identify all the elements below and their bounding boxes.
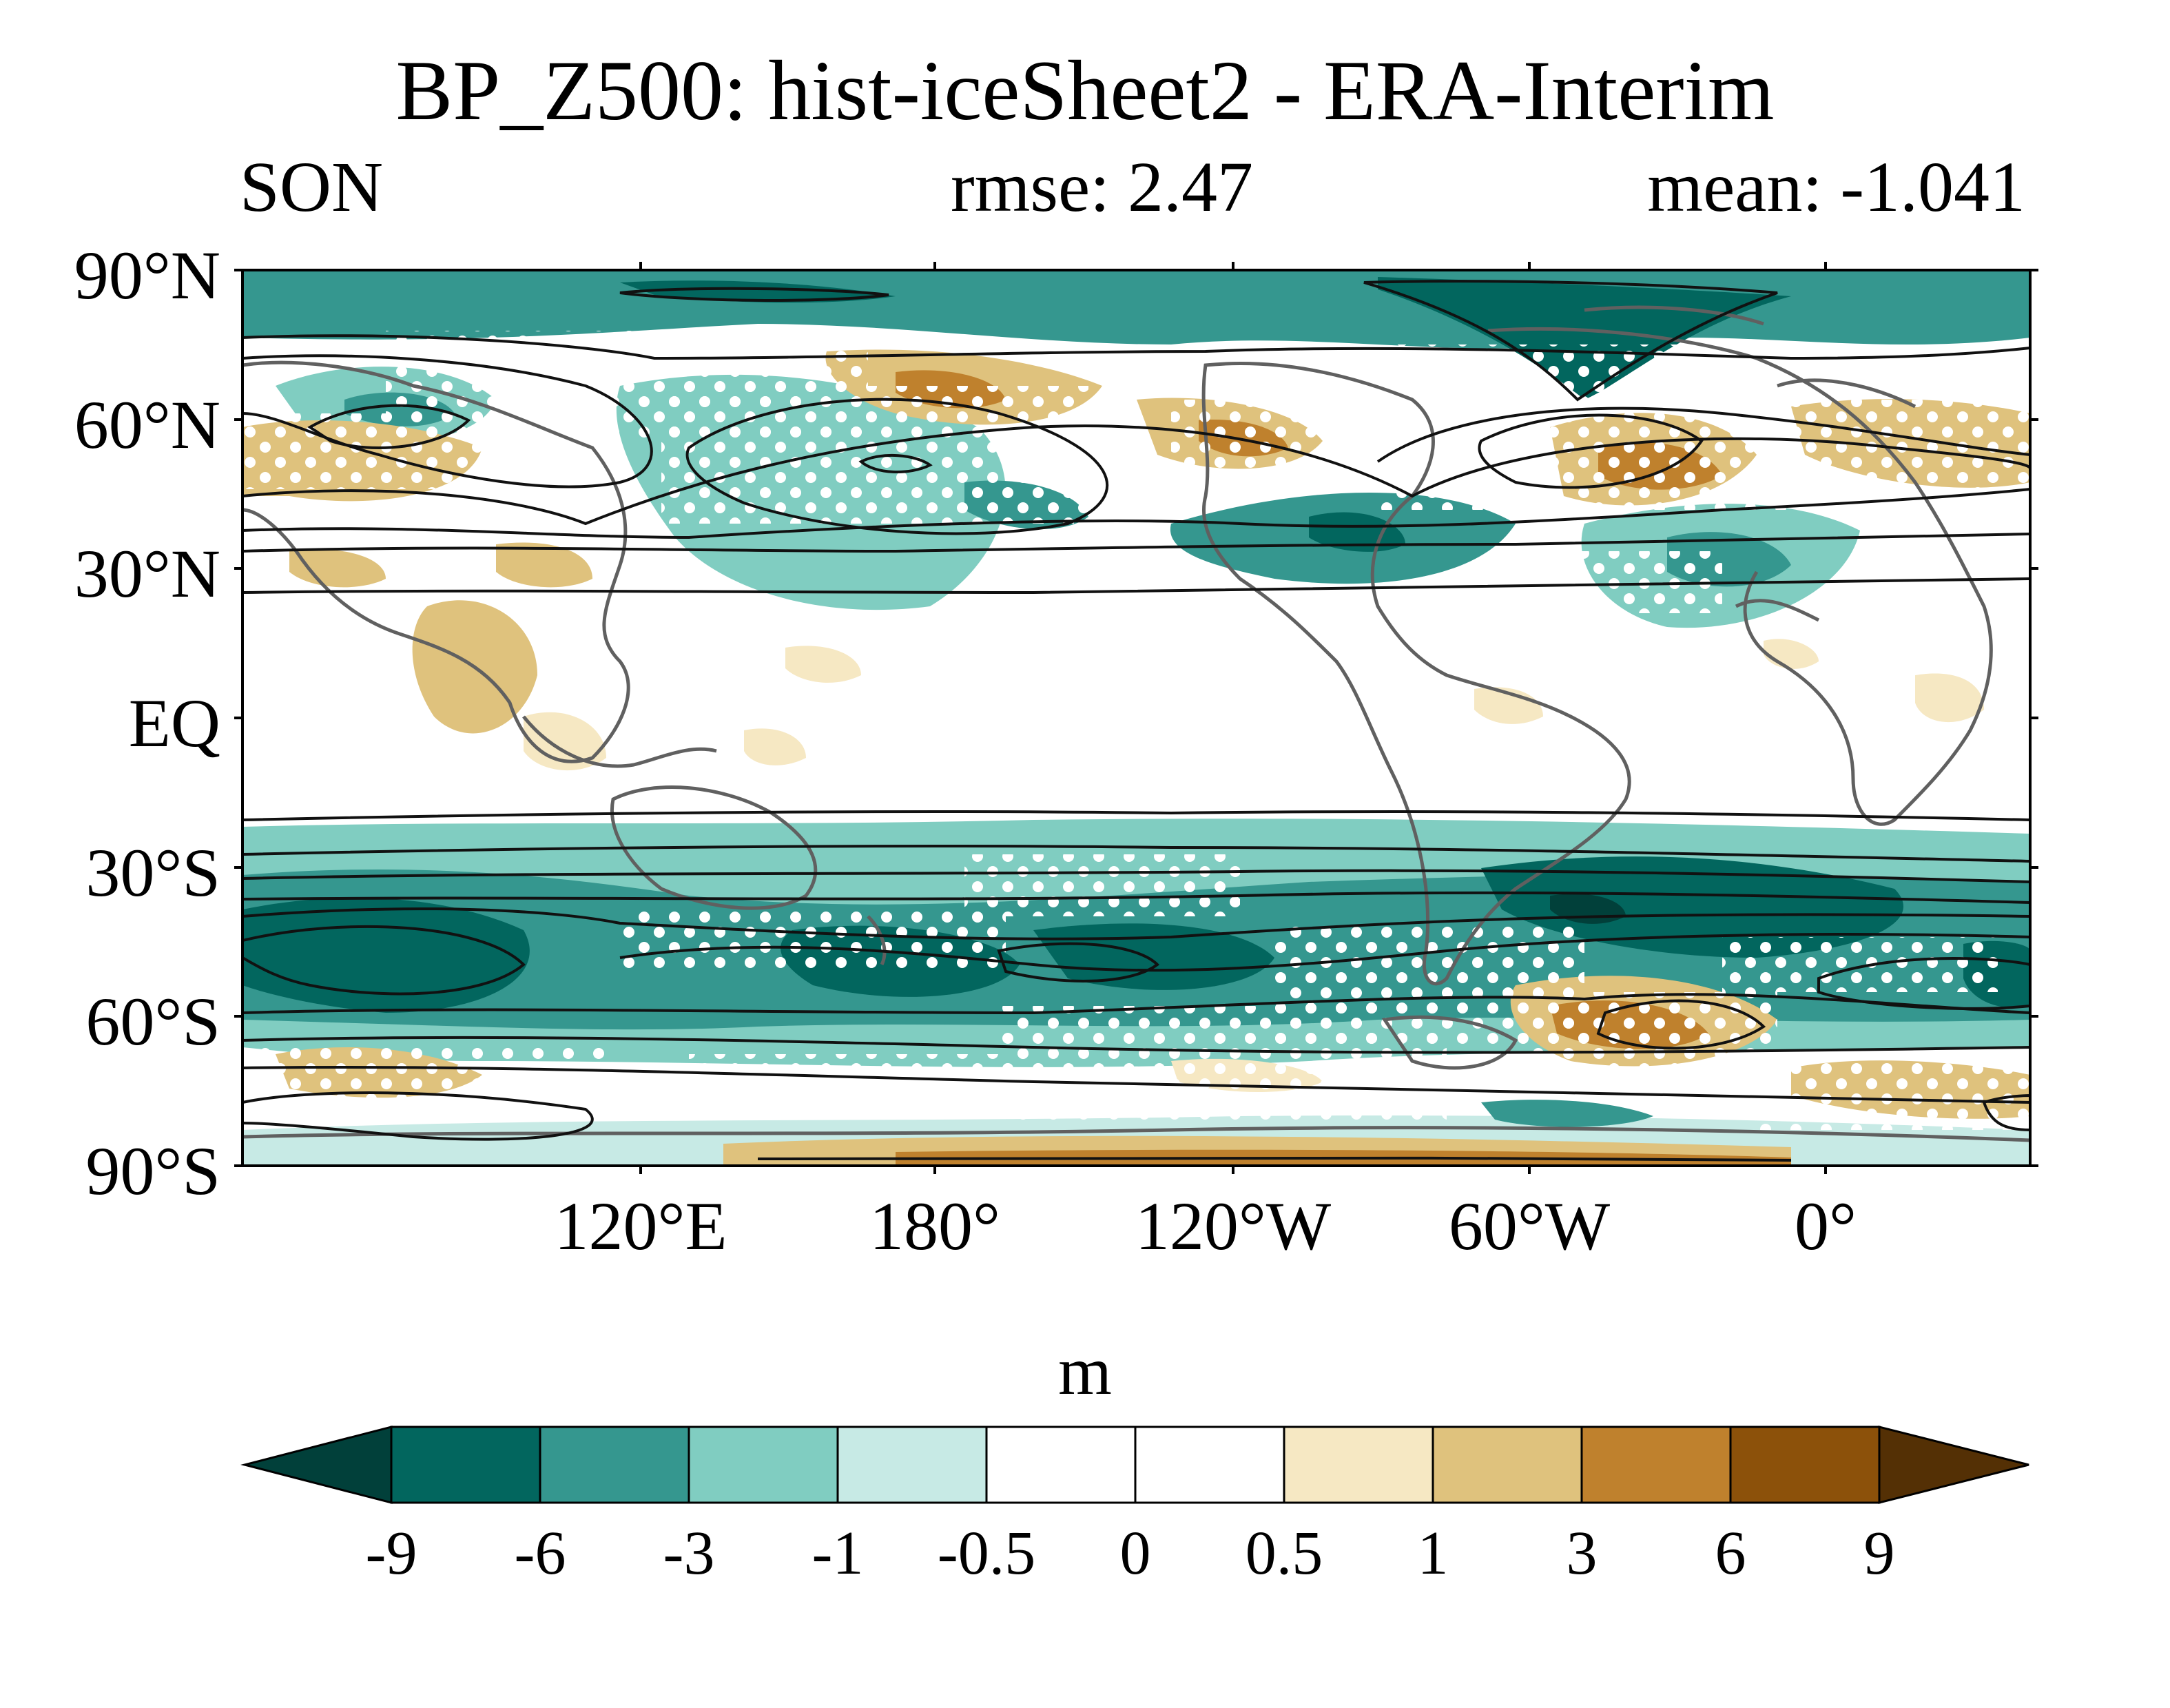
colorbar-box [1729,1426,1881,1504]
colorbar-box [1432,1426,1583,1504]
map-field [242,270,2030,1166]
colorbar-box [390,1426,541,1504]
colorbar-level-label: 3 [1566,1519,1598,1587]
season-label: SON [240,147,384,227]
colorbar-level-label: 6 [1715,1519,1746,1587]
colorbar-level-label: -9 [365,1519,417,1587]
chart-title: BP_Z500: hist-iceSheet2 - ERA-Interim [395,43,1775,138]
lon-label: 120°W [1135,1188,1332,1264]
lon-label: 180° [869,1188,1000,1264]
colorbar-box [985,1426,1137,1504]
colorbar-units: m [1058,1333,1112,1409]
axis-ticks [234,262,2038,1174]
lat-label: EQ [128,685,220,761]
colorbar-level-label: 1 [1417,1519,1449,1587]
lat-label: 90°S [85,1133,220,1209]
colorbar-min-arrow [240,1426,393,1504]
colorbar [240,1426,2029,1504]
colorbar-box [539,1426,690,1504]
colorbar-max-arrow [1878,1426,2029,1504]
colorbar-level-label: 0.5 [1245,1519,1323,1587]
colorbar-level-label: -3 [663,1519,715,1587]
lat-label: 30°N [74,535,220,612]
colorbar-box [688,1426,839,1504]
contours [242,280,2030,1162]
colorbar-level-label: -0.5 [937,1519,1036,1587]
colorbar-level-label: -6 [514,1519,566,1587]
lon-label: 120°E [554,1188,727,1264]
colorbar-box [1283,1426,1434,1504]
lat-label: 60°N [74,387,220,463]
significance-stippling [242,331,2030,1130]
lat-label: 60°S [85,983,220,1060]
lon-label: 60°W [1448,1188,1611,1264]
colorbar-box [836,1426,988,1504]
colorbar-level-label: -1 [812,1519,864,1587]
colorbar-level-label: 0 [1119,1519,1151,1587]
rmse-label: rmse: 2.47 [951,147,1254,227]
colorbar-box [1580,1426,1732,1504]
lon-label: 0° [1795,1188,1857,1264]
colorbar-level-label: 9 [1863,1519,1895,1587]
colorbar-box [1134,1426,1285,1504]
lat-label: 90°N [74,237,220,313]
mean-label: mean: -1.041 [1647,147,2025,227]
lat-label: 30°S [85,834,220,911]
